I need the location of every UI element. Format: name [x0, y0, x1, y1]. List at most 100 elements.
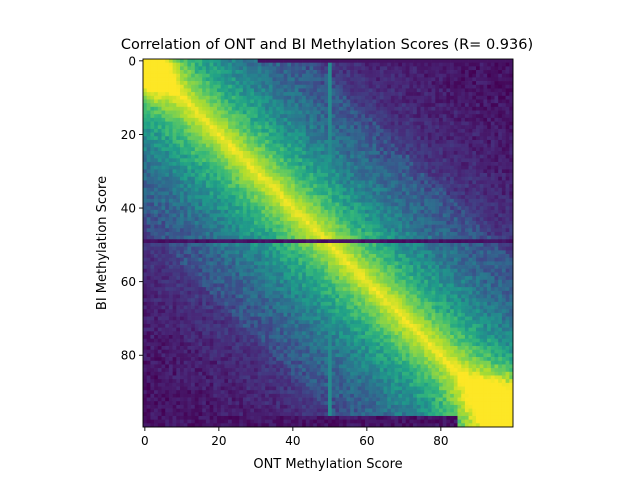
heatmap-cell	[501, 128, 506, 133]
heatmap-cell	[187, 217, 192, 222]
heatmap-cell	[224, 77, 229, 82]
heatmap-cell	[194, 77, 199, 82]
heatmap-cell	[172, 139, 177, 144]
heatmap-cell	[427, 173, 432, 178]
heatmap-cell	[435, 187, 440, 192]
heatmap-cell	[424, 151, 429, 156]
heatmap-cell	[353, 169, 358, 174]
heatmap-cell	[331, 231, 336, 236]
heatmap-cell	[498, 206, 503, 211]
heatmap-cell	[402, 136, 407, 141]
heatmap-cell	[213, 99, 218, 104]
heatmap-cell	[435, 162, 440, 167]
heatmap-cell	[198, 239, 203, 244]
heatmap-cell	[353, 239, 358, 244]
heatmap-cell	[335, 206, 340, 211]
heatmap-cell	[291, 110, 296, 115]
heatmap-cell	[339, 62, 344, 67]
heatmap-cell	[435, 77, 440, 82]
heatmap-cell	[291, 195, 296, 200]
heatmap-cell	[413, 110, 418, 115]
heatmap-cell	[335, 209, 340, 214]
heatmap-cell	[342, 114, 347, 119]
heatmap-cell	[372, 128, 377, 133]
heatmap-cell	[472, 239, 477, 244]
heatmap-cell	[268, 77, 273, 82]
heatmap-cell	[476, 114, 481, 119]
heatmap-cell	[505, 180, 510, 185]
heatmap-cell	[150, 169, 155, 174]
heatmap-cell	[283, 173, 288, 178]
heatmap-cell	[172, 66, 177, 71]
heatmap-cell	[494, 128, 499, 133]
heatmap-cell	[276, 165, 281, 170]
heatmap-cell	[376, 114, 381, 119]
heatmap-cell	[368, 173, 373, 178]
heatmap-cell	[198, 187, 203, 192]
heatmap-cell	[228, 132, 233, 137]
heatmap-cell	[165, 191, 170, 196]
heatmap-cell	[205, 73, 210, 78]
heatmap-cell	[479, 62, 484, 67]
heatmap-cell	[183, 191, 188, 196]
heatmap-cell	[346, 81, 351, 86]
heatmap-cell	[424, 92, 429, 97]
heatmap-cell	[294, 99, 299, 104]
heatmap-cell	[335, 176, 340, 181]
heatmap-cell	[339, 162, 344, 167]
heatmap-cell	[479, 184, 484, 189]
heatmap-cell	[224, 125, 229, 130]
heatmap-cell	[368, 66, 373, 71]
heatmap-cell	[431, 59, 436, 64]
heatmap-cell	[157, 151, 162, 156]
heatmap-cell	[161, 92, 166, 97]
heatmap-cell	[265, 195, 270, 200]
heatmap-cell	[342, 213, 347, 218]
heatmap-cell	[213, 88, 218, 93]
heatmap-cell	[261, 59, 266, 64]
heatmap-cell	[168, 59, 173, 64]
heatmap-cell	[402, 59, 407, 64]
heatmap-cell	[339, 173, 344, 178]
heatmap-cell	[176, 235, 181, 240]
heatmap-cell	[509, 147, 514, 152]
heatmap-cell	[435, 73, 440, 78]
heatmap-cell	[483, 213, 488, 218]
heatmap-cell	[501, 81, 506, 86]
heatmap-cell	[294, 70, 299, 75]
heatmap-cell	[372, 103, 377, 108]
heatmap-cell	[272, 162, 277, 167]
heatmap-cell	[150, 136, 155, 141]
heatmap-cell	[291, 154, 296, 159]
heatmap-cell	[453, 165, 458, 170]
heatmap-cell	[183, 217, 188, 222]
heatmap-cell	[335, 158, 340, 163]
heatmap-cell	[446, 121, 451, 126]
heatmap-cell	[413, 132, 418, 137]
heatmap-cell	[501, 114, 506, 119]
heatmap-cell	[187, 62, 192, 67]
heatmap-cell	[172, 198, 177, 203]
heatmap-cell	[413, 66, 418, 71]
heatmap-cell	[313, 228, 318, 233]
heatmap-cell	[220, 239, 225, 244]
heatmap-cell	[235, 147, 240, 152]
heatmap-cell	[305, 59, 310, 64]
heatmap-cell	[383, 187, 388, 192]
heatmap-cell	[461, 117, 466, 122]
heatmap-cell	[472, 202, 477, 207]
heatmap-cell	[309, 184, 314, 189]
heatmap-cell	[231, 191, 236, 196]
heatmap-cell	[464, 169, 469, 174]
heatmap-cell	[420, 231, 425, 236]
heatmap-cell	[398, 184, 403, 189]
heatmap-cell	[439, 195, 444, 200]
heatmap-cell	[202, 169, 207, 174]
heatmap-cell	[498, 176, 503, 181]
heatmap-cell	[424, 180, 429, 185]
heatmap-cell	[372, 73, 377, 78]
heatmap-cell	[224, 158, 229, 163]
heatmap-cell	[405, 92, 410, 97]
heatmap-cell	[435, 217, 440, 222]
heatmap-cell	[228, 81, 233, 86]
